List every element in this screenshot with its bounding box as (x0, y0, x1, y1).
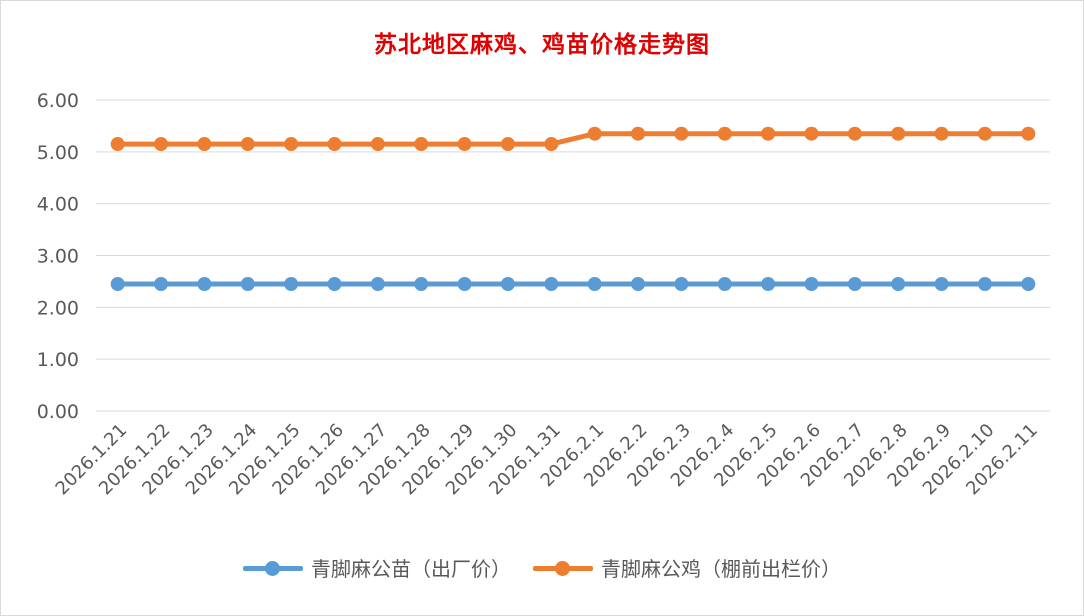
data-point-series-2-2 (197, 137, 212, 152)
data-point-series-1-21 (1021, 277, 1036, 292)
data-point-series-1-3 (240, 277, 255, 292)
data-point-series-1-2 (197, 277, 212, 292)
legend-label-series-2: 青脚麻公鸡（棚前出栏价） (601, 557, 841, 581)
y-tick-label-4: 4.00 (37, 194, 79, 216)
data-point-series-1-20 (977, 277, 992, 292)
legend-item-series-1[interactable]: 青脚麻公苗（出厂价） (243, 553, 511, 582)
data-point-series-2-0 (110, 137, 125, 152)
legend-marker-series-1 (243, 560, 303, 576)
data-point-series-2-16 (804, 126, 819, 141)
data-point-series-2-3 (240, 137, 255, 152)
data-point-series-2-20 (977, 126, 992, 141)
data-point-series-1-10 (544, 277, 559, 292)
legend-marker-series-2 (533, 560, 593, 576)
data-point-series-2-13 (674, 126, 689, 141)
data-point-series-1-14 (717, 277, 732, 292)
data-point-series-1-15 (761, 277, 776, 292)
data-point-series-2-17 (847, 126, 862, 141)
data-point-series-2-12 (631, 126, 646, 141)
chart-legend: 青脚麻公苗（出厂价） 青脚麻公鸡（棚前出栏价） (1, 553, 1083, 582)
data-point-series-2-5 (327, 137, 342, 152)
y-tick-label-1: 1.00 (37, 349, 79, 371)
data-point-series-1-17 (847, 277, 862, 292)
data-point-series-2-15 (761, 126, 776, 141)
chart-title: 苏北地区麻鸡、鸡苗价格走势图 (374, 31, 710, 58)
series-line-2 (115, 131, 1031, 147)
data-point-series-1-13 (674, 277, 689, 292)
data-point-series-2-18 (891, 126, 906, 141)
data-point-series-1-12 (631, 277, 646, 292)
data-point-series-2-9 (500, 137, 515, 152)
y-tick-label-2: 2.00 (37, 297, 79, 319)
data-point-series-1-11 (587, 277, 602, 292)
data-point-series-1-8 (457, 277, 472, 292)
y-tick-label-6: 6.00 (37, 90, 79, 112)
data-point-series-1-18 (891, 277, 906, 292)
data-point-series-1-9 (500, 277, 515, 292)
data-point-series-1-0 (110, 277, 125, 292)
data-point-series-2-8 (457, 137, 472, 152)
y-tick-label-0: 0.00 (37, 401, 79, 423)
data-point-series-2-10 (544, 137, 559, 152)
data-point-series-1-19 (934, 277, 949, 292)
data-point-series-2-6 (370, 137, 385, 152)
data-point-series-1-16 (804, 277, 819, 292)
data-point-series-1-6 (370, 277, 385, 292)
data-point-series-2-19 (934, 126, 949, 141)
legend-label-series-1: 青脚麻公苗（出厂价） (311, 557, 511, 581)
y-tick-label-5: 5.00 (37, 142, 79, 164)
data-point-series-2-4 (284, 137, 299, 152)
data-point-series-1-7 (414, 277, 429, 292)
data-point-series-2-14 (717, 126, 732, 141)
data-point-series-1-1 (154, 277, 169, 292)
legend-item-series-2[interactable]: 青脚麻公鸡（棚前出栏价） (533, 553, 841, 582)
data-point-series-2-7 (414, 137, 429, 152)
data-point-series-2-1 (154, 137, 169, 152)
data-point-series-1-4 (284, 277, 299, 292)
data-point-series-2-11 (587, 126, 602, 141)
data-point-series-1-5 (327, 277, 342, 292)
chart-plot-area: 0.001.002.003.004.005.006.002026.1.21202… (37, 90, 1050, 499)
data-point-series-2-21 (1021, 126, 1036, 141)
y-tick-label-3: 3.00 (37, 246, 79, 268)
